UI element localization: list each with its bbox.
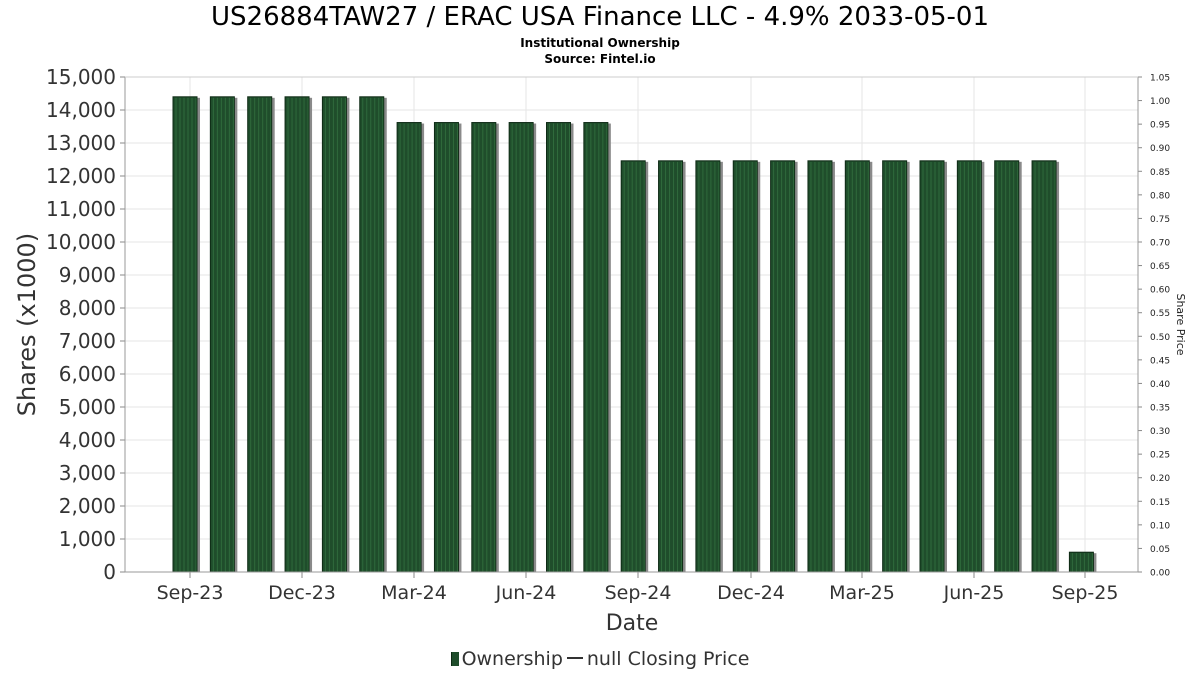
price-legend-line bbox=[566, 657, 583, 659]
ownership-bar bbox=[844, 160, 870, 573]
y2-tick-label: 0.90 bbox=[1150, 144, 1170, 154]
ownership-bar bbox=[321, 96, 347, 573]
price-legend-label: null Closing Price bbox=[586, 648, 750, 670]
y2-tick-label: 0.55 bbox=[1150, 309, 1170, 319]
ownership-bar bbox=[658, 160, 684, 573]
ownership-bar bbox=[471, 122, 497, 573]
ownership-bar bbox=[994, 160, 1020, 573]
y2-tick-label: 0.85 bbox=[1150, 168, 1170, 178]
y2-tick-label: 0.70 bbox=[1150, 239, 1170, 249]
y2-tick-label: 0.40 bbox=[1150, 380, 1170, 390]
y2-tick-label: 0.65 bbox=[1150, 262, 1170, 272]
x-tick-label: Mar-24 bbox=[381, 582, 447, 604]
y2-tick-label: 0.45 bbox=[1150, 356, 1170, 366]
ownership-bar bbox=[247, 96, 273, 573]
y2-tick-label: 0.75 bbox=[1150, 215, 1170, 225]
y2-tick-label: 0.20 bbox=[1150, 474, 1170, 484]
ownership-bar bbox=[172, 96, 198, 573]
y-tick-label: 12,000 bbox=[46, 164, 116, 188]
x-tick-label: Sep-24 bbox=[605, 582, 672, 604]
x-tick-label: Mar-25 bbox=[829, 582, 895, 604]
y2-axis-title: Share Price bbox=[1174, 293, 1187, 355]
x-tick-label: Dec-24 bbox=[717, 582, 785, 604]
ownership-bar bbox=[508, 122, 534, 573]
ownership-bar bbox=[807, 160, 833, 573]
y2-tick-label: 0.50 bbox=[1150, 333, 1170, 343]
ownership-chart: 0 1,000 2,000 3,000 4,000 5,000 6,000 7,000 8,00… bbox=[13, 65, 1187, 636]
y2-tick-label: 0.30 bbox=[1150, 427, 1170, 437]
ownership-bar bbox=[882, 160, 908, 573]
y-tick-label: 15,000 bbox=[46, 65, 116, 89]
ownership-bar bbox=[695, 160, 721, 573]
y-tick-label: 1,000 bbox=[59, 527, 116, 551]
y-tick-label: 14,000 bbox=[46, 98, 116, 122]
ownership-bar bbox=[284, 96, 310, 573]
y2-tick-label: 1.05 bbox=[1150, 74, 1170, 84]
y-tick-label: 0 bbox=[103, 560, 116, 584]
ownership-bar bbox=[732, 160, 758, 573]
y2-tick-label: 0.10 bbox=[1150, 521, 1170, 531]
y2-tick-label: 0.80 bbox=[1150, 191, 1170, 201]
y-tick-label: 5,000 bbox=[59, 395, 116, 419]
y2-tick-label: 0.60 bbox=[1150, 286, 1170, 296]
ownership-bar bbox=[770, 160, 796, 573]
ownership-bar bbox=[1031, 160, 1057, 573]
x-tick-label: Dec-23 bbox=[268, 582, 336, 604]
y2-tick-label: 0.15 bbox=[1150, 498, 1170, 508]
chart-subtitle: Institutional Ownership bbox=[520, 36, 680, 50]
y-tick-label: 2,000 bbox=[59, 494, 116, 518]
ownership-bar bbox=[396, 122, 422, 573]
y-tick-label: 8,000 bbox=[59, 296, 116, 320]
y2-tick-label: 0.00 bbox=[1150, 569, 1170, 579]
ownership-bar bbox=[359, 96, 385, 573]
y-tick-label: 13,000 bbox=[46, 131, 116, 155]
ownership-bar bbox=[919, 160, 945, 573]
ownership-bar bbox=[433, 122, 459, 573]
y2-tick-label: 0.25 bbox=[1150, 451, 1170, 461]
y-tick-label: 6,000 bbox=[59, 362, 116, 386]
ownership-bar bbox=[620, 160, 646, 573]
ownership-legend-swatch bbox=[450, 652, 459, 666]
y2-tick-label: 0.35 bbox=[1150, 404, 1170, 414]
ownership-bar bbox=[209, 96, 235, 573]
x-tick-label: Sep-23 bbox=[157, 582, 224, 604]
chart-legend: Ownership null Closing Price bbox=[0, 648, 1200, 670]
ownership-legend-label: Ownership bbox=[461, 648, 563, 670]
ownership-bar bbox=[546, 122, 571, 573]
y-tick-label: 11,000 bbox=[46, 197, 116, 221]
ownership-bar bbox=[583, 122, 609, 573]
y-tick-label: 3,000 bbox=[59, 461, 116, 485]
x-axis-title: Date bbox=[606, 611, 659, 636]
ownership-bar bbox=[956, 160, 982, 573]
y-tick-label: 4,000 bbox=[59, 428, 116, 452]
y-tick-label: 7,000 bbox=[59, 329, 116, 353]
y2-tick-label: 1.00 bbox=[1150, 97, 1170, 107]
x-tick-label: Jun-25 bbox=[943, 582, 1005, 604]
chart-title: US26884TAW27 / ERAC USA Finance LLC - 4.… bbox=[211, 2, 989, 32]
y-axis-title: Shares (x1000) bbox=[13, 233, 41, 416]
ownership-bar bbox=[1068, 551, 1094, 573]
y2-tick-label: 0.05 bbox=[1150, 545, 1170, 555]
y-tick-label: 10,000 bbox=[46, 230, 116, 254]
x-tick-label: Jun-24 bbox=[495, 582, 557, 604]
chart-source: Source: Fintel.io bbox=[544, 52, 656, 66]
y2-tick-label: 0.95 bbox=[1150, 121, 1170, 131]
x-tick-label: Sep-25 bbox=[1052, 582, 1119, 604]
y-tick-label: 9,000 bbox=[59, 263, 116, 287]
